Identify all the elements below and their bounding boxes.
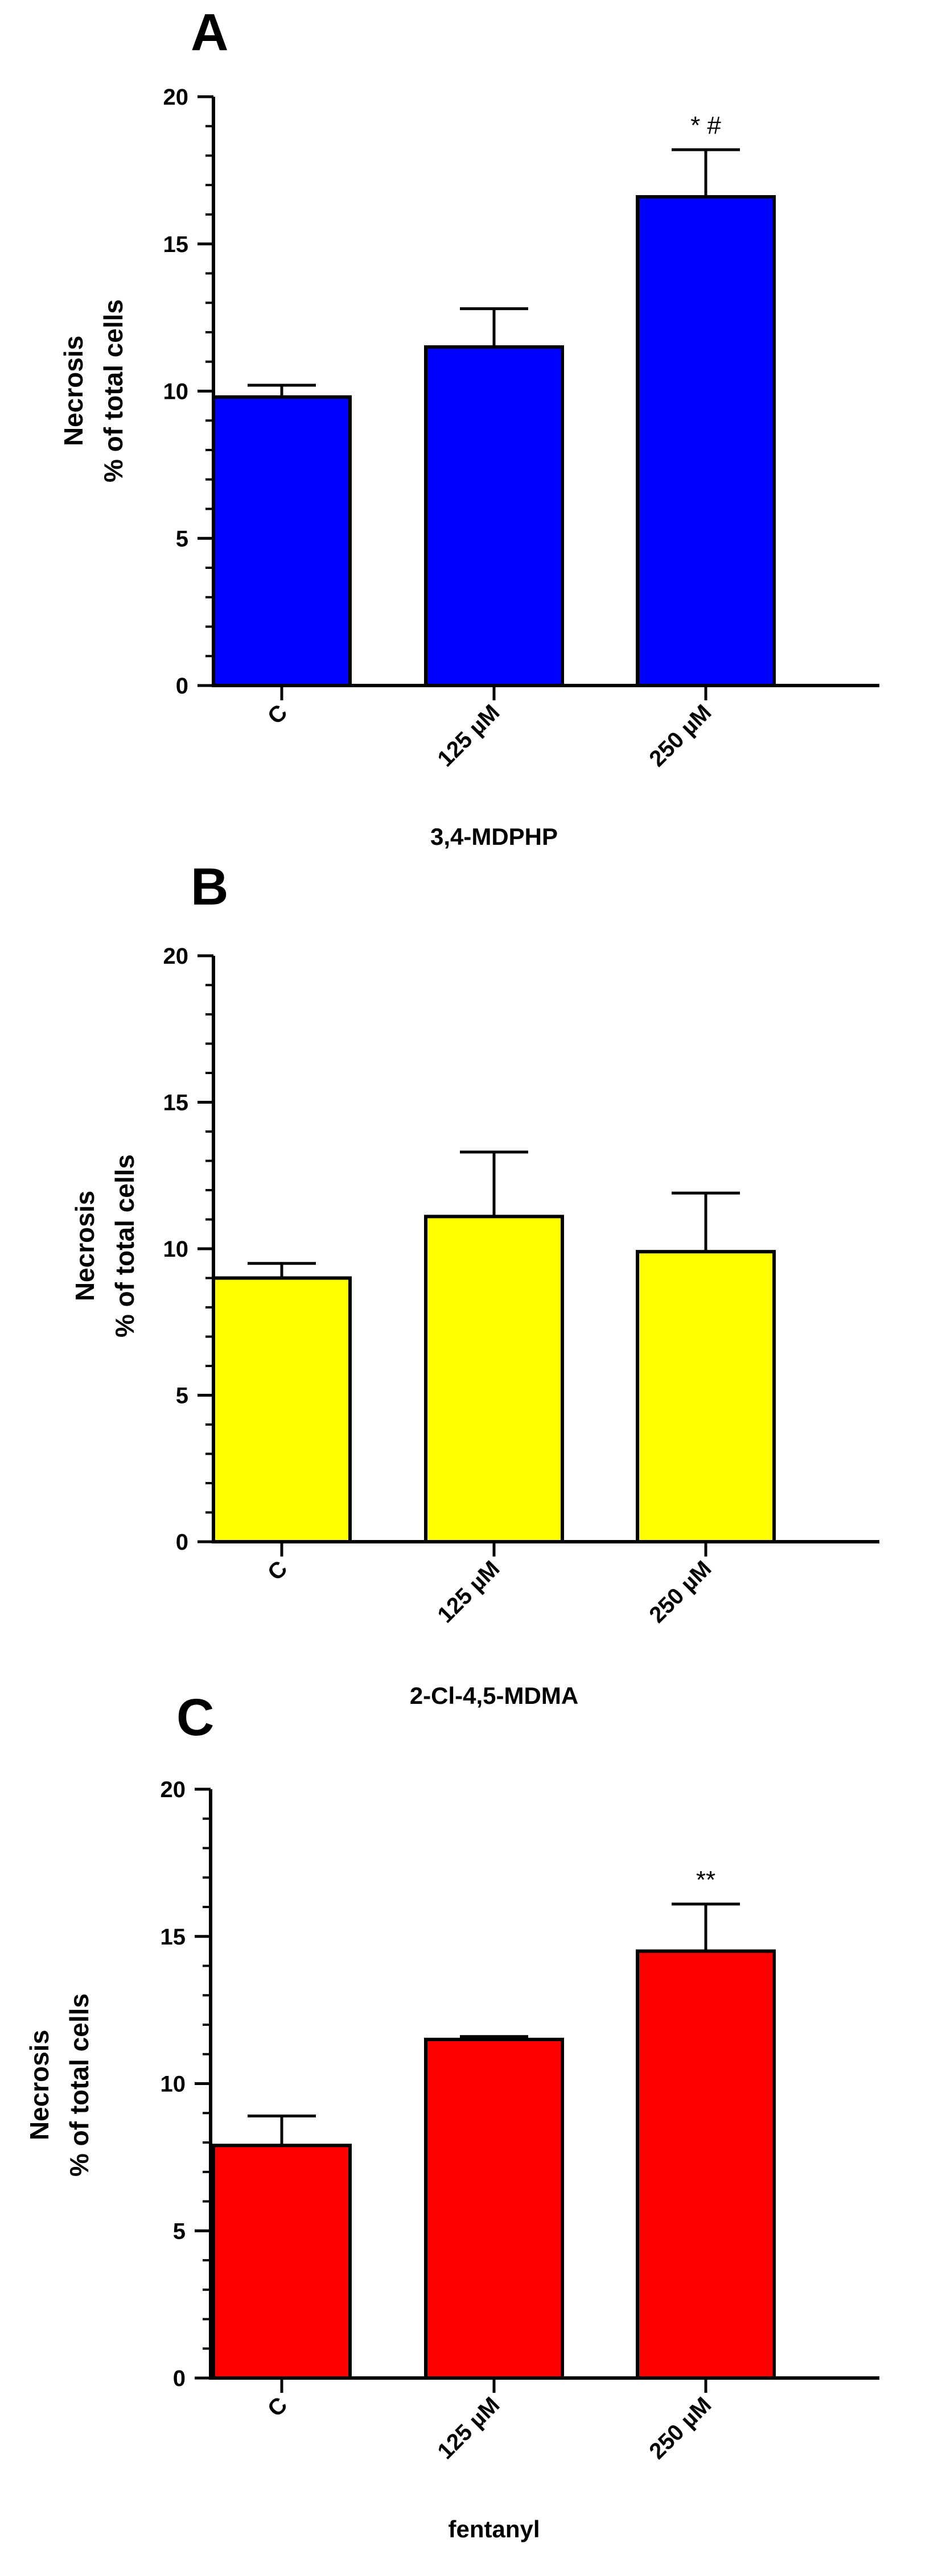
y-axis-label-line2: % of total cells — [64, 1993, 94, 2177]
y-axis-label-line2: % of total cells — [98, 299, 128, 482]
x-category-label: 250 µM — [644, 2392, 716, 2464]
bar — [212, 2144, 352, 2380]
significance-marker: * # — [690, 112, 721, 139]
x-category-label: 250 µM — [644, 1556, 716, 1628]
y-axis-label-line1: Necrosis — [70, 1191, 100, 1301]
panel-b: B Necrosis % of total cells 0 5 10 15 20 C 125 µM… — [70, 858, 879, 1709]
panel-letter: A — [191, 3, 228, 61]
bar — [424, 345, 564, 687]
y-tick-label: 15 — [163, 232, 189, 257]
panel-letter: B — [191, 858, 228, 916]
x-category-label: 125 µM — [433, 2392, 504, 2464]
y-axis-label-line1: Necrosis — [59, 336, 88, 446]
x-axis-label: fentanyl — [448, 2516, 540, 2542]
x-category-label: 250 µM — [644, 700, 716, 771]
y-tick-label: 5 — [173, 2219, 186, 2244]
x-category-label: C — [263, 2392, 293, 2422]
y-tick-label: 5 — [176, 526, 188, 551]
x-axis-label: 3,4-MDPHP — [430, 823, 558, 850]
x-category-label: 125 µM — [433, 1556, 504, 1628]
y-tick-label: 0 — [173, 2366, 186, 2391]
y-tick-label: 10 — [163, 1237, 189, 1262]
y-tick-label: 15 — [161, 1925, 186, 1950]
panel-a: A Necrosis % of total cells 0 5 10 15 20 * # C 125… — [59, 3, 879, 850]
y-tick-label: 20 — [161, 1777, 186, 1802]
y-tick-label: 20 — [163, 85, 189, 110]
y-tick-label: 10 — [161, 2072, 186, 2097]
panel-letter: C — [176, 1689, 214, 1747]
y-tick-label: 0 — [176, 1530, 188, 1555]
bar — [424, 2037, 564, 2380]
bar — [212, 1276, 352, 1543]
bar — [636, 1949, 776, 2380]
y-tick-label: 15 — [163, 1091, 189, 1116]
y-tick-label: 20 — [163, 944, 189, 969]
panel-c: C Necrosis % of total cells 0 5 10 15 20 ** C 125 … — [24, 1689, 879, 2542]
bar — [636, 1250, 776, 1543]
x-category-label: 125 µM — [433, 700, 504, 771]
y-tick-label: 5 — [176, 1384, 188, 1409]
x-category-label: C — [263, 1556, 293, 1586]
bar — [212, 395, 352, 687]
x-category-label: C — [263, 700, 293, 729]
bar — [636, 195, 776, 687]
y-tick-label: 10 — [163, 379, 189, 404]
bar — [424, 1215, 564, 1544]
significance-marker: ** — [696, 1866, 715, 1894]
y-tick-label: 0 — [176, 674, 188, 699]
y-axis-label-line1: Necrosis — [24, 2030, 54, 2140]
y-axis-label-line2: % of total cells — [110, 1154, 139, 1337]
x-axis-label: 2-Cl-4,5-MDMA — [410, 1682, 578, 1709]
